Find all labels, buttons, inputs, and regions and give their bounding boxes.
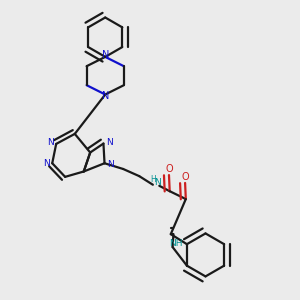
Text: O: O — [182, 172, 190, 182]
Text: N: N — [102, 50, 109, 60]
Text: N: N — [154, 178, 161, 188]
Text: O: O — [166, 164, 173, 174]
Text: N: N — [43, 159, 50, 168]
Text: N: N — [106, 138, 112, 147]
Text: N: N — [107, 160, 114, 169]
Text: N: N — [47, 138, 54, 147]
Text: NH: NH — [169, 239, 183, 248]
Text: N: N — [102, 91, 109, 101]
Text: H: H — [150, 175, 156, 184]
